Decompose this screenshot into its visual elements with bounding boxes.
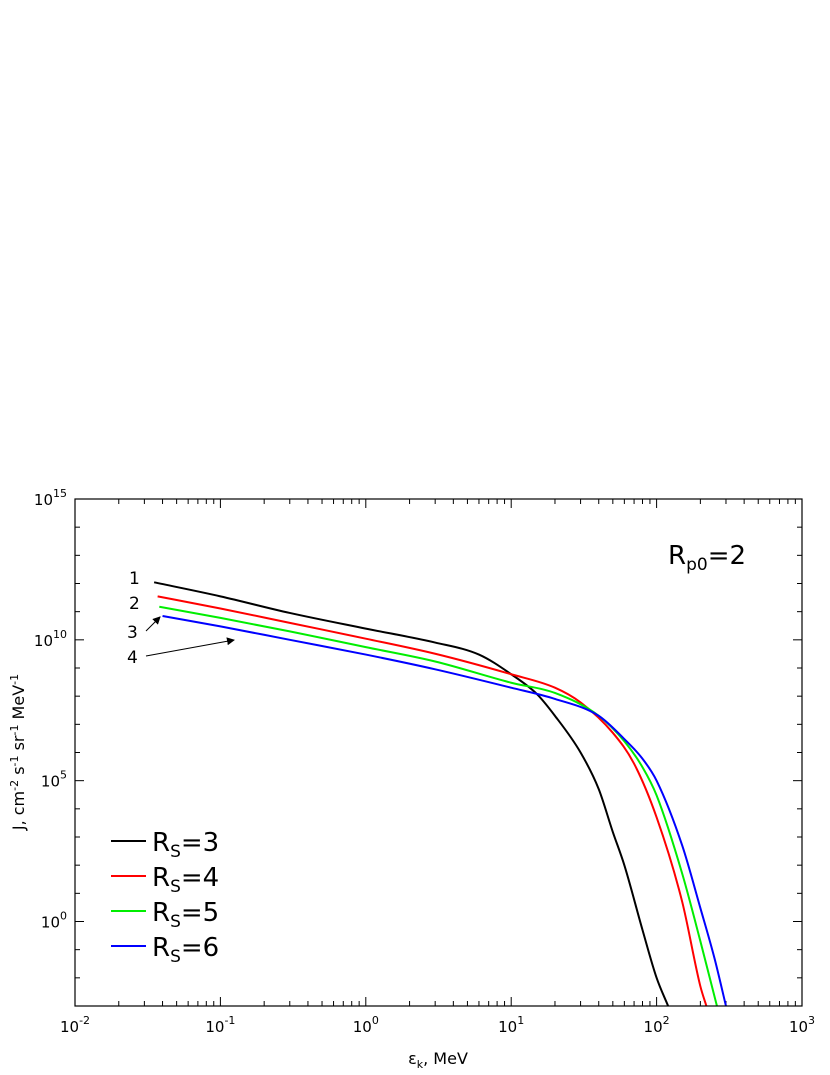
x-axis-title: εk, MeV bbox=[408, 1049, 468, 1071]
curve-label-3-arrow bbox=[145, 616, 161, 632]
tick-labels: 10-2 10-1 100 101 102 103 100 105 1010 1015 bbox=[34, 487, 815, 1036]
curve-label-4-arrow bbox=[145, 637, 235, 657]
x-tick-label: 100 bbox=[353, 1014, 379, 1036]
y-tick-label: 105 bbox=[41, 769, 67, 791]
series-line-rs4 bbox=[157, 595, 708, 1006]
x-tick-label: 103 bbox=[789, 1014, 815, 1036]
curve-label-2: 2 bbox=[129, 594, 140, 614]
curve-label-3: 3 bbox=[127, 623, 138, 643]
y-tick-label: 1010 bbox=[34, 628, 67, 650]
legend-label-rs4: RS=4 bbox=[152, 863, 219, 897]
legend-label-rs6: RS=6 bbox=[152, 933, 219, 967]
x-tick-label: 102 bbox=[644, 1014, 670, 1036]
x-tick-label: 10-2 bbox=[60, 1014, 90, 1036]
series-line-rs5 bbox=[159, 605, 718, 1006]
curve-label-4: 4 bbox=[127, 648, 138, 668]
y-tick-label: 1015 bbox=[34, 487, 67, 509]
y-tick-label: 100 bbox=[41, 910, 67, 932]
legend: RS=3 RS=4 RS=5 RS=6 bbox=[111, 828, 219, 967]
legend-label-rs5: RS=5 bbox=[152, 898, 219, 932]
parameter-annotation: Rp0=2 bbox=[668, 541, 746, 575]
plot-frame bbox=[74, 498, 803, 1007]
y-axis-title: J, cm-2 s-1 sr-1 MeV-1 bbox=[8, 674, 28, 831]
series-line-rs6 bbox=[162, 615, 727, 1006]
x-tick-label: 10-1 bbox=[205, 1014, 235, 1036]
axis-ticks bbox=[74, 498, 803, 1007]
data-curves bbox=[153, 581, 727, 1006]
curve-label-1: 1 bbox=[129, 569, 140, 589]
legend-label-rs3: RS=3 bbox=[152, 828, 219, 862]
x-tick-label: 101 bbox=[498, 1014, 524, 1036]
series-line-rs3 bbox=[153, 581, 670, 1006]
